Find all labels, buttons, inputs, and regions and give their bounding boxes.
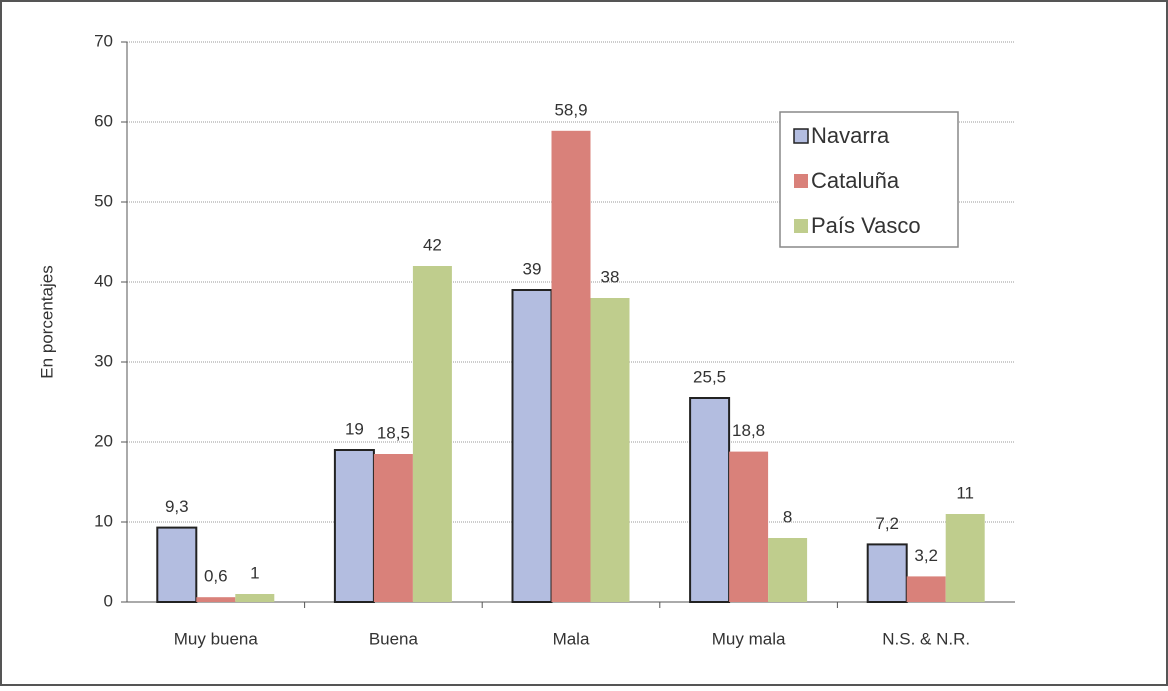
y-tick-label: 30 [94, 351, 113, 370]
bar [373, 454, 413, 602]
legend-box [779, 111, 959, 248]
bar [906, 576, 946, 602]
value-label: 38 [601, 267, 620, 286]
value-label: 19 [345, 419, 364, 438]
bar [689, 397, 731, 603]
y-tick-label: 70 [94, 31, 113, 50]
bar [590, 298, 630, 602]
legend-label: Cataluña [811, 168, 900, 193]
value-label: 7,2 [875, 514, 899, 533]
legend-label: Navarra [811, 123, 890, 148]
value-label: 39 [523, 259, 542, 278]
value-label: 58,9 [554, 100, 587, 119]
value-label: 42 [423, 235, 442, 254]
value-label: 3,2 [914, 546, 938, 565]
y-axis-title: En porcentajes [37, 265, 56, 378]
legend-swatch [794, 174, 808, 188]
value-label: 0,6 [204, 567, 228, 586]
bar [945, 514, 985, 602]
legend-swatch [793, 128, 809, 144]
value-label: 18,5 [377, 423, 410, 442]
bar [729, 451, 769, 602]
x-tick-label: Mala [553, 629, 590, 648]
value-label: 1 [250, 563, 259, 582]
x-tick-label: Muy mala [712, 629, 786, 648]
y-tick-label: 10 [94, 511, 113, 530]
value-label: 8 [783, 507, 792, 526]
x-tick-label: N.S. & N.R. [882, 629, 970, 648]
bar [511, 289, 553, 603]
x-tick-label: Buena [369, 629, 419, 648]
value-label: 25,5 [693, 367, 726, 386]
value-label: 11 [956, 483, 974, 502]
y-tick-label: 0 [104, 591, 113, 610]
y-tick-label: 50 [94, 191, 113, 210]
bar [866, 543, 908, 604]
y-tick-label: 60 [94, 111, 113, 130]
bar [156, 526, 198, 603]
bar [768, 538, 808, 602]
bar [235, 594, 275, 602]
legend-label: País Vasco [811, 213, 921, 238]
bar [551, 130, 591, 603]
value-label: 18,8 [732, 421, 765, 440]
bar [196, 597, 236, 602]
bar [412, 266, 452, 602]
y-tick-label: 20 [94, 431, 113, 450]
value-label: 9,3 [165, 497, 189, 516]
x-tick-label: Muy buena [174, 629, 259, 648]
bar [333, 449, 375, 603]
y-tick-label: 40 [94, 271, 113, 290]
legend-swatch [794, 219, 808, 233]
